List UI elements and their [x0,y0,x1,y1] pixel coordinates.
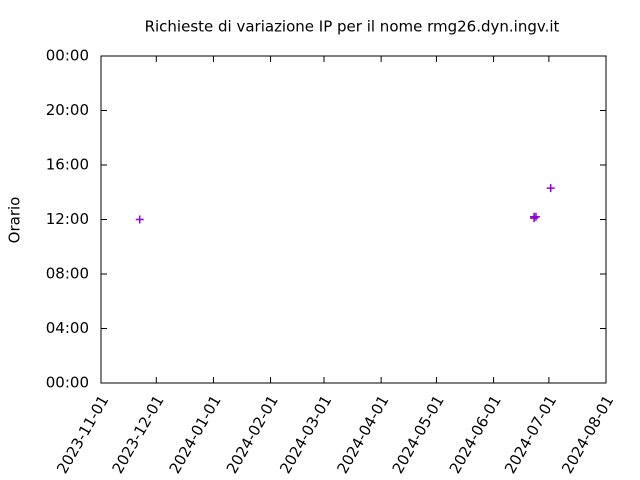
point [531,212,540,221]
y-tick-label: 00:00 [46,47,89,65]
y-tick-label: 20:00 [46,101,89,119]
y-tick-label: 08:00 [46,265,89,283]
y-tick-label: 12:00 [46,210,89,228]
point [546,184,555,193]
point [135,215,144,224]
y-axis-label: Orario [6,197,24,244]
y-tick-label: 00:00 [46,374,89,392]
y-tick-label: 16:00 [46,156,89,174]
point [530,214,539,223]
chart-title: Richieste di variazione IP per il nome r… [145,18,560,36]
y-tick-label: 04:00 [46,319,89,337]
